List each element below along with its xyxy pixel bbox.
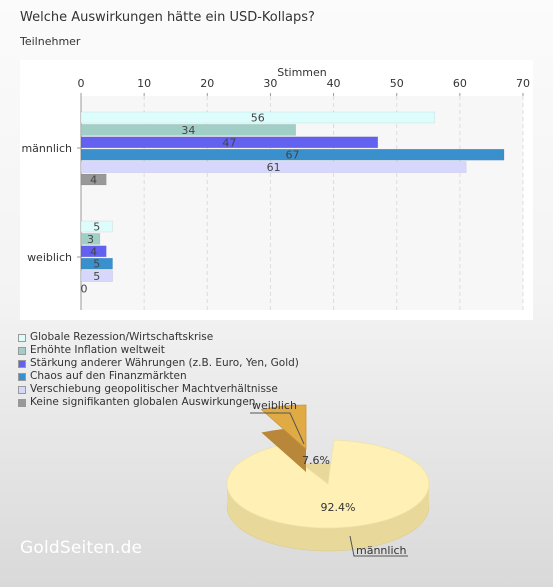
data-label: 34 bbox=[181, 124, 195, 137]
bar bbox=[80, 148, 505, 161]
data-label: 5 bbox=[93, 258, 100, 271]
bar bbox=[80, 270, 113, 282]
category-label: männlich bbox=[21, 142, 72, 155]
pie-value-label: 92.4% bbox=[321, 501, 356, 514]
legend-item: Globale Rezession/Wirtschaftskrise bbox=[18, 331, 299, 344]
pie-value-label: 7.6% bbox=[302, 454, 330, 467]
legend-label: Stärkung anderer Währungen (z.B. Euro, Y… bbox=[30, 357, 299, 369]
chart-subtitle: Teilnehmer bbox=[20, 35, 81, 48]
watermark-logo: GoldSeiten.de bbox=[20, 538, 143, 558]
legend-item: Chaos auf den Finanzmärkten bbox=[18, 370, 299, 383]
legend-label: Keine signifikanten globalen Auswirkunge… bbox=[30, 396, 256, 408]
legend: Globale Rezession/Wirtschaftskrise Erhöht… bbox=[18, 331, 299, 409]
legend-item: Stärkung anderer Währungen (z.B. Euro, Y… bbox=[18, 357, 299, 370]
x-axis-label: Stimmen bbox=[277, 66, 327, 79]
x-tick-label: 70 bbox=[516, 77, 530, 90]
legend-item: Keine signifikanten globalen Auswirkunge… bbox=[18, 396, 299, 409]
x-tick-label: 20 bbox=[200, 77, 214, 90]
legend-swatch bbox=[18, 373, 26, 381]
x-tick-label: 40 bbox=[327, 77, 341, 90]
pie-slice-label: weiblich bbox=[252, 399, 297, 412]
data-label: 61 bbox=[267, 161, 281, 174]
category-label: weiblich bbox=[27, 251, 72, 264]
pie-slice-label: männlich bbox=[356, 544, 407, 557]
chart-title: Welche Auswirkungen hätte ein USD-Kollap… bbox=[20, 10, 315, 25]
legend-label: Globale Rezession/Wirtschaftskrise bbox=[30, 331, 214, 343]
bar bbox=[80, 220, 113, 233]
data-label: 4 bbox=[90, 245, 97, 258]
legend-swatch bbox=[18, 347, 26, 355]
leader-line bbox=[250, 412, 305, 445]
legend-label: Verschiebung geopolitischer Machtverhält… bbox=[30, 383, 278, 395]
x-tick-label: 50 bbox=[390, 77, 404, 90]
legend-item: Verschiebung geopolitischer Machtverhält… bbox=[18, 383, 299, 396]
x-tick-label: 0 bbox=[78, 77, 85, 90]
bar bbox=[80, 173, 107, 186]
data-label: 4 bbox=[90, 174, 97, 187]
data-label: 0 bbox=[81, 283, 88, 296]
bar bbox=[80, 124, 296, 136]
legend-item: Erhöhte Inflation weltweit bbox=[18, 344, 299, 357]
data-label: 5 bbox=[93, 221, 100, 234]
bar bbox=[80, 161, 467, 173]
bar bbox=[80, 233, 101, 245]
x-tick-label: 60 bbox=[453, 77, 467, 90]
pie-slice bbox=[260, 404, 307, 450]
legend-label: Chaos auf den Finanzmärkten bbox=[30, 370, 187, 382]
bar bbox=[80, 136, 379, 149]
legend-swatch bbox=[18, 334, 26, 342]
data-label: 67 bbox=[286, 149, 300, 162]
legend-label: Erhöhte Inflation weltweit bbox=[30, 344, 165, 356]
pie-slice bbox=[226, 439, 430, 529]
data-label: 47 bbox=[222, 136, 236, 149]
bar bbox=[80, 257, 113, 270]
data-label: 3 bbox=[87, 233, 94, 246]
data-label: 56 bbox=[251, 112, 265, 125]
legend-swatch bbox=[18, 360, 26, 368]
x-tick-label: 10 bbox=[137, 77, 151, 90]
legend-swatch bbox=[18, 386, 26, 394]
data-label: 5 bbox=[93, 270, 100, 283]
bar bbox=[80, 111, 435, 124]
bar bbox=[80, 245, 107, 258]
legend-swatch bbox=[18, 399, 26, 407]
leader-line bbox=[349, 535, 408, 557]
x-tick-label: 30 bbox=[263, 77, 277, 90]
